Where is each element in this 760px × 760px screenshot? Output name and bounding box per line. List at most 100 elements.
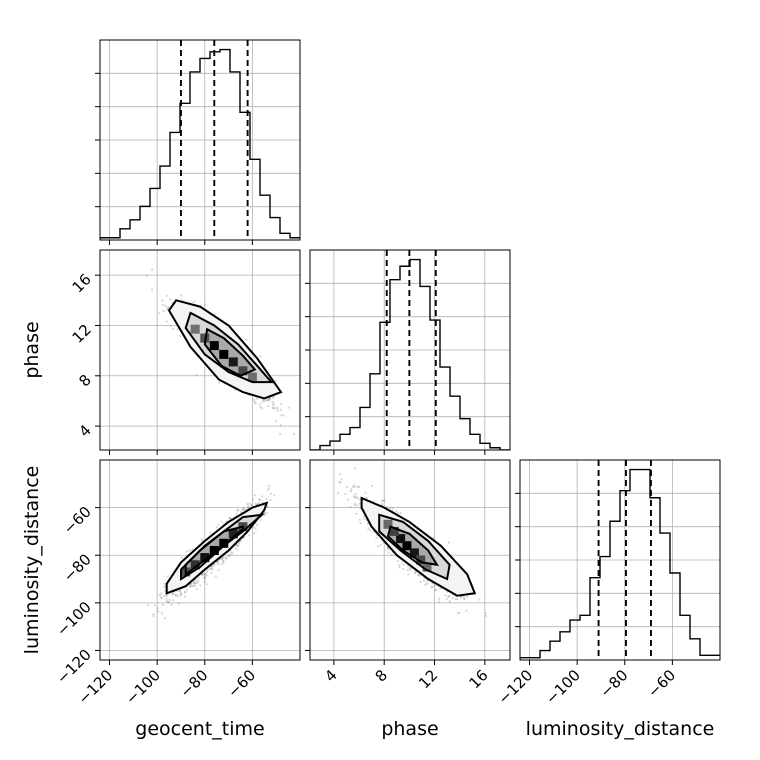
y-tick-label-phase: 4 [75,421,94,440]
x-tick-label-luminosity_distance: −60 [644,666,679,701]
y-tick-label-phase: 8 [75,371,94,390]
sample-point [203,573,206,576]
sample-point [339,481,342,484]
sample-point [192,581,195,584]
sample-point [156,607,160,610]
density-cell [209,341,219,351]
sample-point [174,594,178,597]
sample-point [228,517,231,520]
sample-point [259,519,262,522]
sample-point [246,503,249,506]
sample-point [209,566,212,570]
histogram-bin [200,58,210,240]
sample-point [288,406,291,409]
sample-point [350,488,353,491]
sample-point [192,585,195,588]
sample-point [220,520,223,523]
sample-point [276,406,279,410]
sample-point [179,594,182,597]
sample-point [358,485,361,489]
sample-point [267,484,270,487]
sample-point [465,609,468,612]
density-cell [409,548,419,558]
sample-point [451,597,454,600]
histogram-geocent_time [100,48,300,240]
sample-point [186,588,189,592]
sample-point [160,596,163,599]
histogram-bin [320,446,330,450]
histogram-bin [260,195,270,240]
sample-point [279,402,283,405]
sample-point [217,569,220,572]
contour-level-2 [378,513,451,581]
sample-point [165,594,168,597]
sample-point [195,588,198,591]
sample-point [448,595,451,598]
sample-point [344,492,347,496]
sample-point [424,583,427,586]
sample-point [269,499,272,502]
grid-lines [100,40,300,240]
sample-point [225,557,228,560]
sample-point [271,400,274,404]
contour-level-1 [360,496,477,597]
sample-point [210,571,213,574]
sample-point [271,406,274,409]
sample-point [353,485,356,488]
histogram-bin [450,396,460,450]
sample-point [166,306,169,309]
sample-point [414,571,417,574]
sample-point [272,396,275,399]
sample-point [259,403,262,406]
sample-point [263,514,266,517]
sample-point [359,522,362,525]
sample-point [205,583,208,586]
contour-level-1 [167,299,283,400]
sample-point [184,590,187,593]
sample-point [272,402,275,405]
sample-point [390,554,393,557]
sample-point [266,398,269,401]
sample-point [157,610,160,613]
sample-point [282,414,285,417]
sample-point [358,502,361,505]
sample-point [422,579,425,583]
histogram-bin [690,639,700,660]
sample-point [160,592,163,595]
x-axis-label-luminosity-distance: luminosity_distance [526,718,715,740]
sample-point [194,584,197,587]
sample-point [185,550,188,553]
sample-point [171,327,174,330]
sample-point [466,595,469,598]
sample-point [196,581,199,584]
sample-point [163,616,167,620]
sample-point [222,560,225,563]
sample-point [248,534,251,537]
sample-point [354,493,357,496]
sample-point [266,398,270,401]
sample-point [252,498,255,501]
panel-frame [309,459,511,661]
sample-point [454,598,457,601]
sample-point [201,573,204,576]
sample-point [484,614,487,618]
sample-point [189,585,192,588]
sample-point [407,573,410,576]
sample-point [402,567,405,571]
panel-frame [99,249,301,451]
sample-point [252,526,255,529]
sample-point [268,397,271,400]
sample-point [204,580,207,583]
sample-point [362,515,365,518]
histogram-bin [630,470,640,660]
sample-point [367,527,370,531]
sample-point [395,510,398,513]
panel-phase-vs-luminosity_distance: 4 8 12 16 [305,459,511,692]
density-cell [209,546,219,555]
sample-point [206,571,209,574]
sample-point [259,499,262,502]
histogram-bin [270,218,280,240]
sample-point [254,402,257,405]
sample-point [456,612,459,615]
sample-point [152,613,155,616]
